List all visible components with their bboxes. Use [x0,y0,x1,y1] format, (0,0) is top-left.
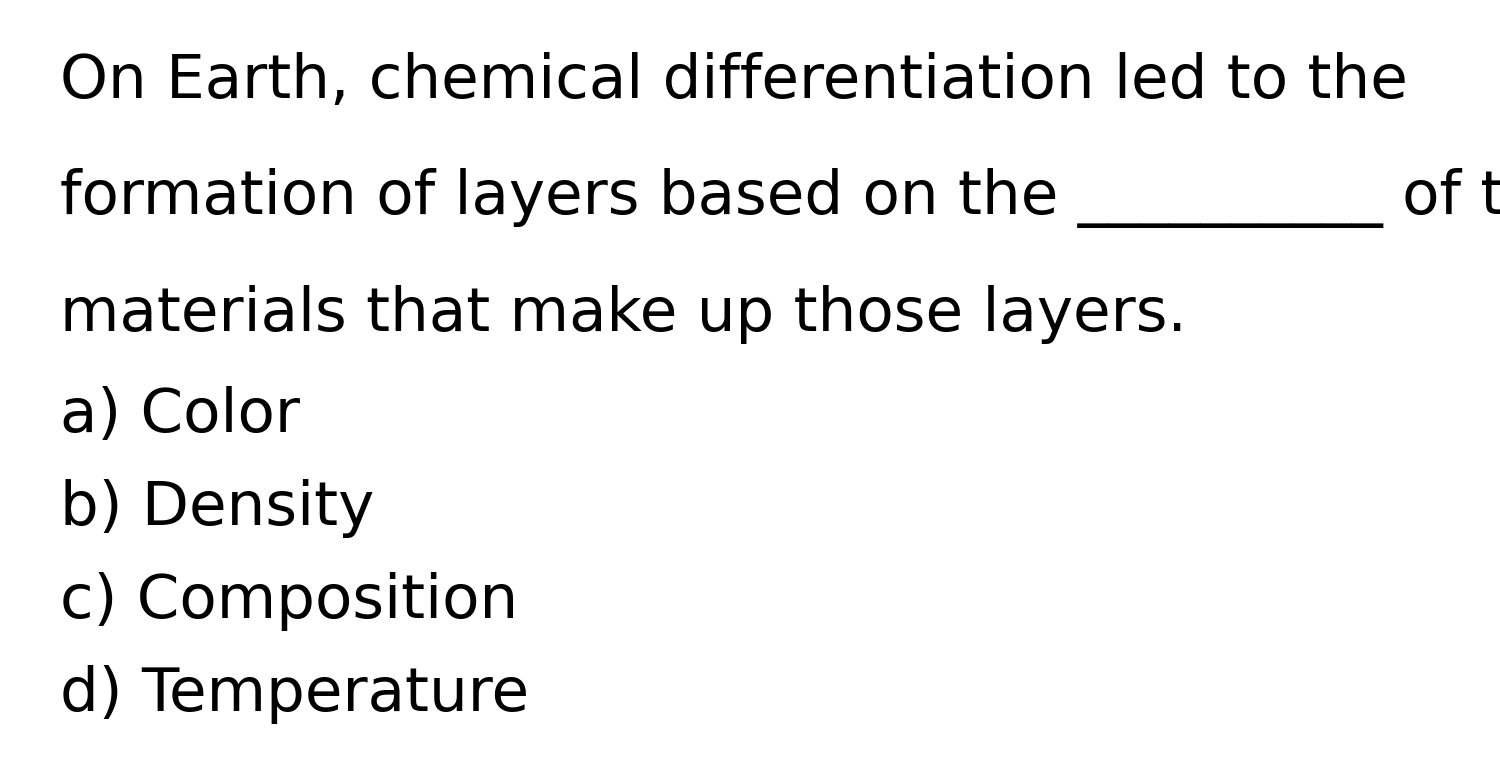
Text: d) Temperature: d) Temperature [60,665,530,724]
Text: materials that make up those layers.: materials that make up those layers. [60,285,1186,344]
Text: b) Density: b) Density [60,479,375,538]
Text: a) Color: a) Color [60,386,300,445]
Text: formation of layers based on the __________ of the: formation of layers based on the _______… [60,168,1500,228]
Text: c) Composition: c) Composition [60,572,519,631]
Text: On Earth, chemical differentiation led to the: On Earth, chemical differentiation led t… [60,52,1408,111]
